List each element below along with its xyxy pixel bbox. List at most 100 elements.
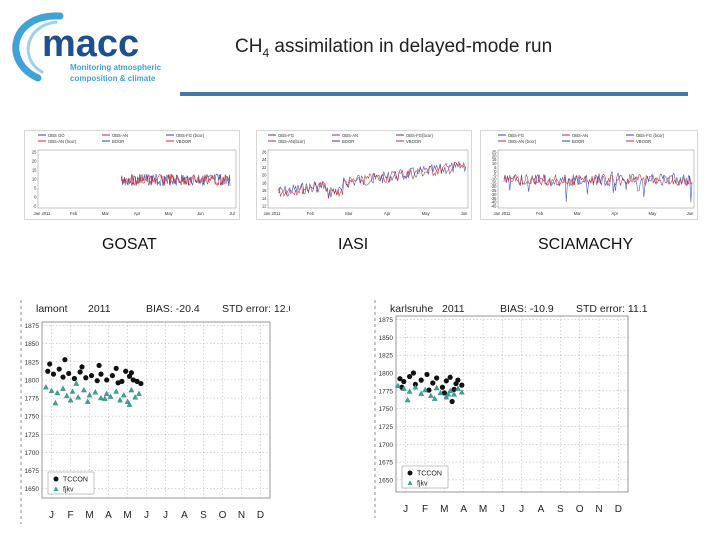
tccon-point	[83, 375, 89, 381]
y-tick-label: 1700	[25, 450, 40, 457]
month-label: S	[557, 504, 564, 515]
tccon-point	[88, 372, 95, 379]
mini-x-tick-label: Apr	[612, 211, 619, 216]
tccon-point	[439, 384, 446, 390]
month-label: A	[181, 510, 188, 521]
y-tick-label: 1650	[379, 477, 394, 484]
mini-y-tick-label: 16	[262, 188, 267, 193]
month-label: J	[519, 504, 524, 515]
mini-x-tick-label: Feb	[536, 211, 544, 216]
logo-tagline-2: composition & climate	[70, 74, 156, 83]
tccon-point	[66, 370, 72, 377]
month-label: M	[479, 504, 487, 515]
mini-series-blue	[503, 171, 693, 203]
tccon-point	[138, 380, 144, 387]
mini-series-red	[120, 173, 231, 187]
mini-y-tick-label: 14	[262, 196, 267, 201]
month-label: J	[403, 504, 408, 515]
month-label: A	[105, 510, 112, 521]
tccon-point	[77, 369, 83, 375]
mini-y-tick-label: 5	[494, 165, 497, 170]
mini-legend-label: OBS-AN	[112, 133, 128, 138]
tccon-point	[56, 366, 62, 372]
tccon-point	[418, 377, 424, 383]
month-label: F	[422, 504, 428, 515]
mini-y-tick-label: 20	[32, 159, 37, 164]
mini-series-red	[503, 173, 693, 187]
tccon-point	[443, 378, 449, 384]
mini-x-tick-label: Mar	[102, 211, 110, 216]
month-label: O	[576, 504, 584, 515]
tccon-point	[401, 378, 407, 385]
mini-y-tick-label: 0	[494, 169, 497, 174]
tccon-point	[113, 365, 119, 371]
mini-legend-label: VBOOR	[176, 139, 191, 144]
mini-legend-label: OBS-FG	[278, 133, 294, 138]
tccon-point	[50, 371, 57, 377]
y-tick-label: 1725	[379, 424, 394, 431]
y-tick-label: 1775	[25, 396, 40, 403]
legend-box	[401, 465, 449, 489]
plot-area	[395, 315, 629, 493]
mini-legend-label: VBOOR	[406, 139, 421, 144]
fjkv-point	[428, 392, 434, 398]
fjkv-point	[75, 394, 82, 400]
mini-x-tick-label: May	[422, 211, 431, 216]
month-label: M	[85, 510, 93, 521]
month-label: N	[238, 510, 245, 521]
y-tick-label: 1675	[25, 468, 40, 475]
tccon-point	[62, 357, 68, 363]
year-label: 2011	[442, 303, 465, 315]
tccon-point	[96, 362, 102, 369]
mini-legend-label: OBS-AN	[342, 133, 358, 138]
y-tick-label: 1775	[379, 388, 394, 395]
mini-x-tick-label: Jun	[461, 211, 468, 216]
fjkv-point	[81, 386, 87, 393]
fjkv-point	[126, 401, 133, 407]
tccon-point	[60, 374, 66, 380]
caption-iasi: IASI	[338, 236, 369, 253]
mini-y-tick-label: 22	[262, 165, 267, 170]
iasi-timeseries-chart: OBS-FG OBS-AN OBS-FG(bcor) OBS-AN(bcor) BOOR…	[256, 130, 472, 220]
legend-label: fjkv	[63, 487, 74, 494]
mini-legend-label: OBS-FG	[508, 133, 524, 138]
tccon-point	[407, 373, 413, 380]
fjkv-point	[124, 398, 131, 404]
mini-y-tick-label: -15	[490, 180, 497, 185]
station-name: lamont	[36, 303, 68, 315]
tccon-point	[430, 380, 436, 386]
mini-y-tick-label: 20	[492, 153, 497, 158]
legend-marker-tccon	[53, 476, 59, 482]
fjkv-point	[92, 389, 99, 395]
logo-swoosh-inner	[26, 20, 58, 74]
mini-series-blue	[277, 161, 467, 199]
station-name: karlsruhe	[390, 303, 433, 315]
tccon-point	[98, 371, 104, 377]
fjkv-point	[54, 389, 61, 396]
mini-x-tick-label: Apr	[384, 211, 391, 216]
fjkv-point	[69, 388, 76, 394]
fjkv-point	[60, 385, 66, 391]
month-label: J	[49, 510, 54, 521]
month-label: J	[163, 510, 168, 521]
tccon-point	[109, 372, 115, 379]
mini-y-tick-label: 10	[32, 177, 37, 182]
month-label: J	[144, 510, 149, 521]
mini-y-tick-label: -40	[490, 200, 497, 205]
fjkv-point	[132, 394, 139, 400]
gosat-timeseries-chart: OBS GO OBS-AN OBS-FG (bcor) OBS-AN (bcor) BO…	[24, 130, 240, 220]
bias-label: BIAS: -10.9	[500, 303, 554, 315]
fjkv-point	[48, 387, 55, 393]
mini-x-tick-label: Jun	[197, 211, 204, 216]
logo-wordmark: macc	[42, 23, 139, 65]
fjkv-point	[455, 385, 461, 391]
tccon-point	[128, 370, 134, 376]
legend-label: TCCON	[417, 471, 442, 478]
tccon-point	[449, 398, 455, 405]
y-tick-label: 1750	[379, 406, 394, 413]
mini-x-tick-label: Mar	[574, 211, 582, 216]
mini-legend-label: OBS-AN (bcor)	[508, 139, 537, 144]
mini-x-tick-label: Feb	[307, 211, 315, 216]
mini-x-tick-label: Feb	[70, 211, 78, 216]
fjkv-point	[73, 380, 80, 386]
